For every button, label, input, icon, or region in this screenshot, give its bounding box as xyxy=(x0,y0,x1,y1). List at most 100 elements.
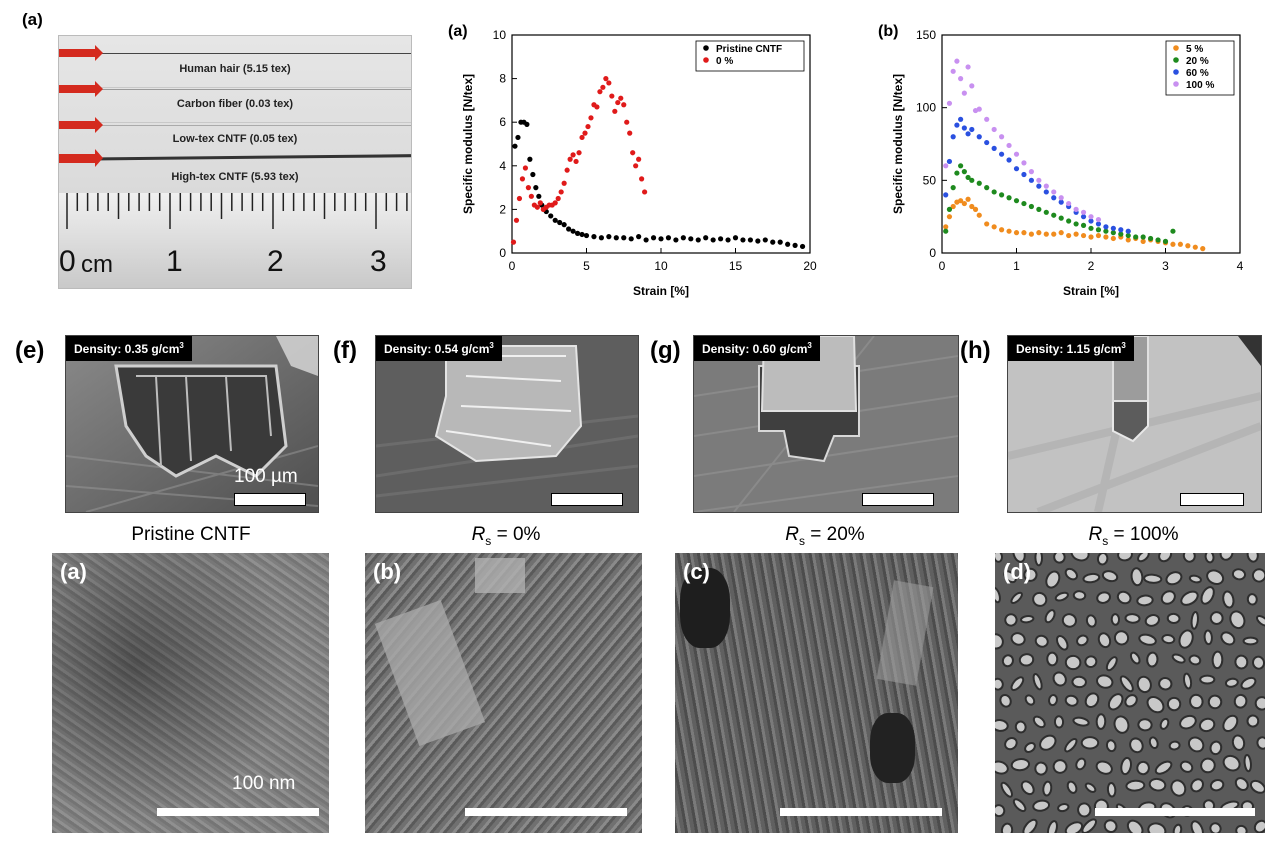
tem-scale-bar-c xyxy=(780,808,942,816)
chart-a-point-0 xyxy=(732,235,739,241)
chart-b-point-0 xyxy=(961,200,967,207)
chart-a-point-0 xyxy=(799,243,806,250)
chart-b-point-1 xyxy=(999,192,1005,198)
chart-a-point-1 xyxy=(639,176,645,182)
chart-b-point-1 xyxy=(1118,231,1124,237)
chart-a-point-1 xyxy=(564,167,570,173)
tem-scale-bar-b xyxy=(465,808,627,816)
chart-b: (b) 0 1 2 3 4 0 50 100 150 Strain [%] Specific modu… xyxy=(878,23,1244,298)
chart-a-point-1 xyxy=(585,123,591,130)
chart-b-legend-label: 20 % xyxy=(1186,56,1209,67)
chart-b-point-1 xyxy=(976,180,982,186)
chart-b-point-2 xyxy=(946,158,953,165)
chart-b-point-3 xyxy=(1066,200,1072,207)
chart-b-panel-label: (b) xyxy=(878,23,898,40)
chart-a-point-1 xyxy=(522,165,529,171)
chart-a-point-1 xyxy=(609,93,615,99)
chart-b-point-1 xyxy=(1148,235,1154,242)
sem-image-h: Density: 1.15 g/cm3 xyxy=(1007,335,1262,513)
chart-a-point-1 xyxy=(573,158,579,165)
chart-b-point-0 xyxy=(946,214,953,220)
chart-a-point-1 xyxy=(615,99,621,106)
chart-b-point-1 xyxy=(958,163,964,169)
chart-b-point-2 xyxy=(1080,214,1087,220)
chart-a-point-0 xyxy=(770,239,776,245)
chart-a-point-0 xyxy=(650,235,657,241)
chart-a-point-0 xyxy=(552,217,558,223)
chart-b-point-1 xyxy=(969,177,975,183)
chart-b-point-1 xyxy=(961,169,967,175)
chart-a-xlabel: Strain [%] xyxy=(633,284,689,298)
chart-a-point-0 xyxy=(557,219,563,226)
sem-scale-bar-f xyxy=(551,493,623,506)
chart-b-point-3 xyxy=(961,90,967,96)
chart-a-ytick-label: 2 xyxy=(499,202,506,216)
chart-b-point-0 xyxy=(1088,234,1094,240)
chart-a-point-1 xyxy=(612,108,618,114)
chart-b-point-2 xyxy=(1110,225,1116,231)
chart-a-xtick-label: 0 xyxy=(509,259,516,273)
chart-b-point-1 xyxy=(1080,222,1087,228)
chart-b-point-0 xyxy=(984,221,990,227)
chart-b-point-1 xyxy=(946,206,953,212)
chart-b-point-1 xyxy=(1043,209,1049,215)
chart-b-point-1 xyxy=(1133,234,1139,240)
chart-b-point-3 xyxy=(950,68,956,74)
tem-image-c: (c) xyxy=(675,553,958,833)
chart-b-xtick-label: 2 xyxy=(1088,259,1095,273)
density-badge-g: Density: 0.60 g/cm3 xyxy=(694,336,820,361)
sem-letter-f: (f) xyxy=(333,337,357,364)
chart-b-point-1 xyxy=(950,185,956,191)
chart-b-point-1 xyxy=(991,189,997,195)
chart-a-point-0 xyxy=(740,237,746,243)
tem-letter-c: (c) xyxy=(683,559,710,584)
panel-a-label: (a) xyxy=(22,10,43,29)
chart-a-point-0 xyxy=(710,237,716,243)
chart-b-point-3 xyxy=(1088,214,1094,220)
chart-b-ytick-label: 100 xyxy=(916,101,936,115)
chart-a-point-1 xyxy=(642,189,648,195)
tem-scale-bar-a xyxy=(157,808,319,816)
chart-b-point-3 xyxy=(969,83,975,89)
fiber-label-low-tex-cntf: Low-tex CNTF (0.05 tex) xyxy=(172,133,298,145)
chart-b-point-2 xyxy=(1088,218,1094,224)
chart-b-point-1 xyxy=(1140,234,1146,240)
chart-a-point-0 xyxy=(512,143,518,149)
chart-a-point-1 xyxy=(600,84,606,90)
chart-a-legend-label: Pristine CNTF xyxy=(716,44,782,55)
chart-a-point-0 xyxy=(598,235,604,241)
chart-b-point-3 xyxy=(954,58,960,64)
chart-b-point-0 xyxy=(1066,232,1072,239)
chart-b-legend-marker xyxy=(1173,69,1179,75)
chart-a-xtick-label: 20 xyxy=(803,259,817,273)
chart-a-point-0 xyxy=(628,236,634,242)
chart-b-point-1 xyxy=(1073,221,1079,227)
chart-a-point-1 xyxy=(630,150,636,156)
chart-b-point-1 xyxy=(943,228,949,234)
chart-b-ytick-label: 50 xyxy=(923,173,937,187)
chart-b-point-1 xyxy=(1170,228,1176,234)
chart-a-legend-label: 0 % xyxy=(716,56,733,67)
chart-a-point-1 xyxy=(621,102,627,108)
chart-b-point-0 xyxy=(1043,231,1049,237)
carbon-fiber-line xyxy=(59,89,411,90)
fiber-label-human-hair: Human hair (5.15 tex) xyxy=(179,63,291,75)
chart-b-point-3 xyxy=(958,76,964,82)
chart-a-point-1 xyxy=(519,176,526,182)
chart-b-point-2 xyxy=(1125,228,1131,234)
tem-image-a: (a) 100 nm xyxy=(52,553,329,833)
chart-b-point-0 xyxy=(1177,241,1183,247)
chart-b-point-2 xyxy=(943,192,949,198)
sem-image-g: Density: 0.60 g/cm3 xyxy=(693,335,959,513)
chart-a-point-0 xyxy=(762,237,768,243)
chart-b-point-2 xyxy=(991,145,997,151)
chart-b-point-2 xyxy=(999,151,1005,157)
chart-b-xtick-label: 1 xyxy=(1013,259,1020,273)
fiber-label-carbon-fiber: Carbon fiber (0.03 tex) xyxy=(176,98,294,110)
chart-b-point-1 xyxy=(1162,238,1169,244)
chart-a-point-0 xyxy=(673,237,679,243)
chart-a-xtick-label: 5 xyxy=(583,259,590,273)
chart-b-point-3 xyxy=(976,106,982,112)
caption-rs-20: Rs = 20% xyxy=(785,524,865,548)
chart-b-point-0 xyxy=(976,212,982,218)
